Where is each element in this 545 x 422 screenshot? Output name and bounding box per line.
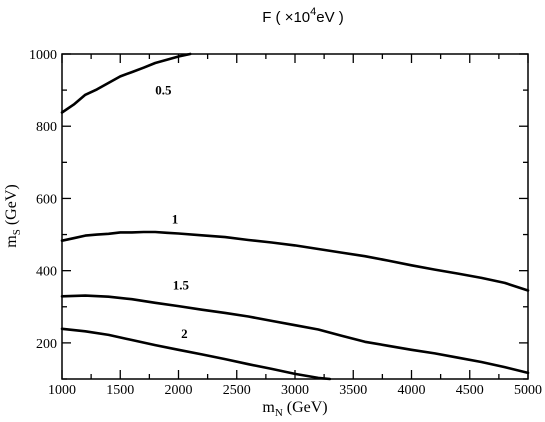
contour-line-1p5 (60, 294, 530, 375)
x-tick-label: 4500 (456, 383, 484, 398)
y-tick-label: 400 (36, 265, 57, 280)
contour-label-2: 2 (181, 326, 188, 341)
x-tick-label: 5000 (514, 383, 542, 398)
x-tick-label: 1500 (106, 383, 134, 398)
axis-ticks: 1000 1500 2000 2500 3000 3500 4000 4500 5000 200 4… (29, 48, 542, 398)
contour-line-1 (60, 230, 530, 292)
y-tick-label: 800 (36, 120, 57, 135)
contour-line-2 (60, 327, 332, 381)
contour-label-0p5: 0.5 (155, 82, 172, 97)
x-tick-label: 3500 (339, 383, 367, 398)
axis-titles: mN (GeV) mS (GeV) (3, 184, 328, 419)
x-tick-label: 3000 (281, 383, 309, 398)
contour-line-0p5 (60, 52, 192, 114)
contour-label-1: 1 (172, 212, 179, 227)
chart-title-text: F ( ×104eV ) (262, 6, 344, 26)
contour-labels: 0.5 1 1.5 2 (155, 82, 189, 341)
y-tick-label: 600 (36, 192, 57, 207)
y-tick-label: 1000 (29, 48, 57, 63)
y-axis-title: mS (GeV) (3, 184, 23, 247)
x-tick-label: 2000 (165, 383, 193, 398)
contour-curves (60, 52, 530, 381)
x-tick-label: 4000 (398, 383, 426, 398)
x-tick-label: 1000 (48, 383, 76, 398)
y-tick-label: 200 (36, 337, 57, 352)
x-axis-title: mN (GeV) (262, 399, 327, 419)
x-tick-label: 2500 (223, 383, 251, 398)
chart-title: F ( ×104eV ) (262, 6, 344, 26)
contour-label-1p5: 1.5 (173, 277, 190, 292)
plot-frame (61, 53, 529, 380)
